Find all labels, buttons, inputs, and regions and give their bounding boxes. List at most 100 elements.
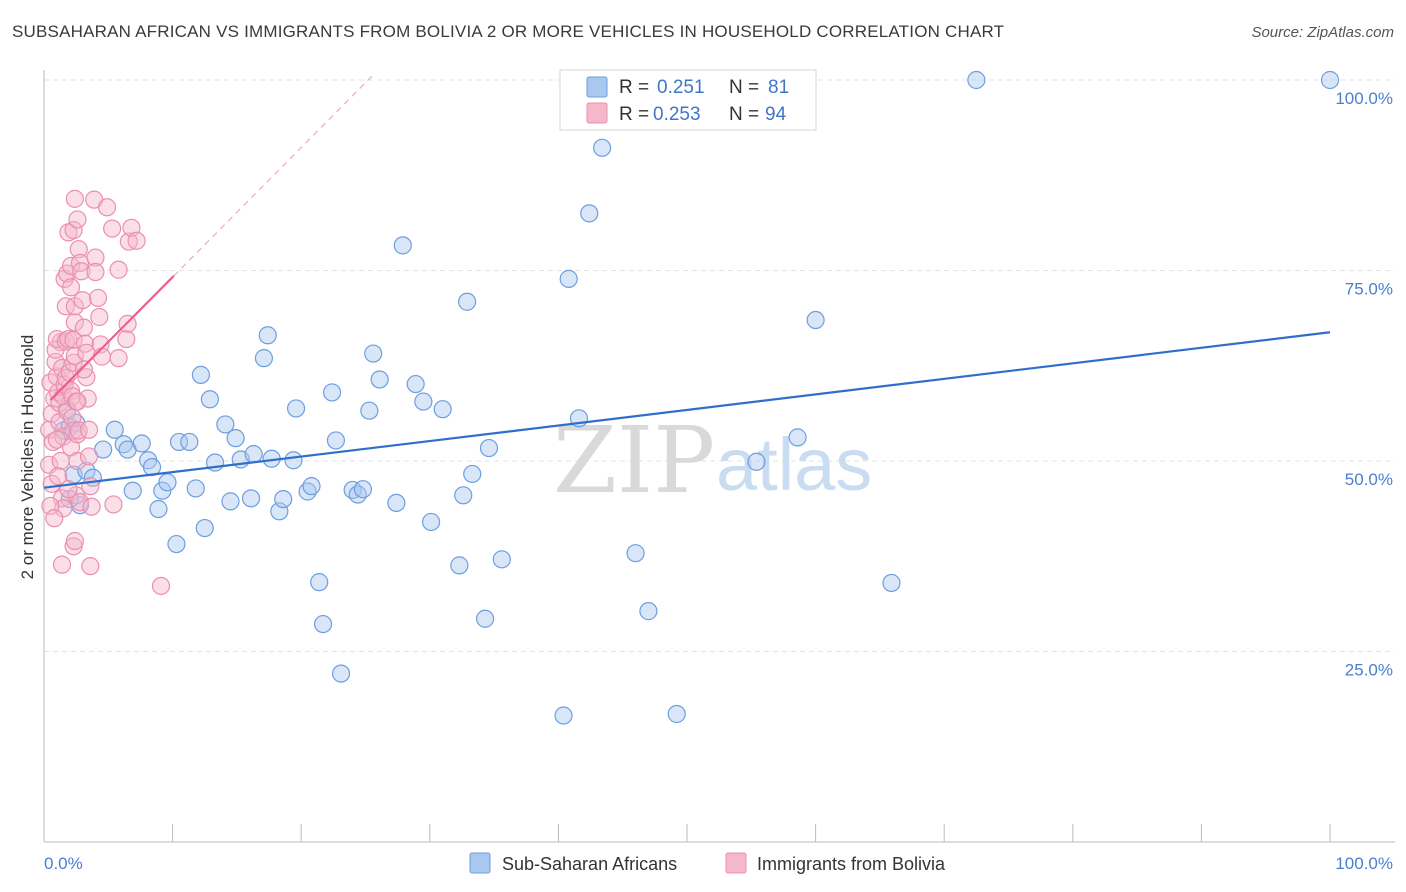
point-subsaharan (559, 269, 578, 288)
y-tick-label: 100.0% (1335, 89, 1393, 108)
point-subsaharan (77, 461, 96, 481)
point-subsaharan (200, 390, 219, 409)
point-subsaharan (463, 464, 482, 484)
point-subsaharan (554, 706, 573, 725)
point-subsaharan (348, 485, 367, 504)
grid-lines (44, 79, 1395, 652)
point-subsaharan (450, 556, 469, 575)
point-subsaharan (387, 493, 406, 513)
legend-n-value-pink: 94 (765, 104, 787, 125)
point-bolivia (49, 467, 68, 486)
x-tick-label-max: 100.0% (1335, 854, 1393, 873)
point-bolivia (64, 221, 83, 240)
point-bolivia (79, 447, 99, 466)
point-bolivia (76, 334, 95, 353)
point-subsaharan (433, 400, 452, 419)
legend-r-label-pink: R = (619, 104, 649, 125)
trend-line-subsaharan (43, 331, 1331, 489)
point-bolivia (103, 219, 122, 238)
point-bolivia (127, 231, 146, 250)
point-subsaharan (421, 512, 441, 532)
series-legend-swatch-pink (725, 852, 747, 874)
y-tick-labels: 25.0% 50.0% 75.0% 100.0% (1335, 89, 1393, 680)
legend-swatch-blue (586, 76, 608, 98)
y-tick-label: 50.0% (1345, 470, 1393, 489)
point-subsaharan (882, 573, 901, 593)
point-subsaharan (747, 452, 766, 471)
legend-r-value-pink: 0.253 (653, 104, 701, 125)
point-subsaharan (274, 490, 293, 509)
point-subsaharan (191, 365, 210, 384)
point-subsaharan (302, 477, 321, 496)
point-bolivia (88, 288, 108, 308)
trend-lines (43, 75, 1331, 489)
point-subsaharan (593, 138, 612, 157)
point-bolivia (81, 477, 100, 496)
series-legend-label-pink: Immigrants from Bolivia (757, 854, 946, 874)
point-subsaharan (167, 534, 186, 554)
point-subsaharan (169, 432, 189, 452)
point-bolivia (65, 189, 84, 208)
point-subsaharan (639, 602, 658, 621)
series-legend-swatch-blue (469, 852, 491, 874)
legend-r-value-blue: 0.251 (657, 77, 705, 98)
point-bolivia (104, 495, 123, 514)
point-bolivia (68, 451, 87, 471)
point-bolivia (65, 313, 84, 332)
point-subsaharan (479, 438, 499, 458)
point-subsaharan (310, 573, 329, 592)
point-bolivia (61, 278, 81, 297)
legend-n-label-blue: N = (729, 77, 759, 98)
point-subsaharan (326, 431, 346, 450)
point-subsaharan (353, 480, 373, 499)
point-subsaharan (806, 310, 825, 330)
point-bolivia (69, 421, 88, 440)
point-subsaharan (360, 401, 379, 420)
point-bolivia (68, 392, 87, 411)
point-subsaharan (393, 236, 412, 255)
point-subsaharan (406, 374, 425, 394)
y-tick-label: 75.0% (1345, 280, 1393, 299)
y-tick-label: 25.0% (1345, 661, 1393, 680)
point-subsaharan (788, 428, 807, 447)
point-bolivia (92, 347, 111, 366)
point-bolivia (65, 531, 84, 551)
point-bolivia (78, 389, 97, 408)
point-bolivia (90, 307, 109, 327)
point-subsaharan (667, 704, 686, 724)
point-bolivia (47, 430, 66, 449)
point-bolivia (74, 318, 93, 337)
point-bolivia (74, 360, 93, 379)
watermark: ZIP atlas (553, 407, 872, 514)
point-subsaharan (626, 544, 645, 563)
point-bolivia (56, 332, 75, 351)
point-subsaharan (492, 550, 511, 569)
watermark-atlas: atlas (716, 423, 872, 506)
point-subsaharan (105, 420, 124, 439)
point-subsaharan (475, 609, 495, 628)
point-subsaharan (286, 399, 306, 418)
point-subsaharan (180, 432, 199, 452)
series-bolivia-points (40, 189, 171, 596)
point-bolivia (109, 260, 128, 279)
point-subsaharan (580, 204, 599, 223)
point-subsaharan (123, 481, 142, 500)
point-bolivia (109, 349, 128, 368)
x-tick-label-min: 0.0% (44, 854, 83, 873)
point-subsaharan (331, 664, 351, 683)
point-bolivia (68, 210, 87, 229)
point-bolivia (86, 248, 105, 267)
point-bolivia (59, 329, 78, 349)
point-bolivia (119, 232, 138, 251)
point-subsaharan (364, 344, 383, 363)
point-subsaharan (322, 383, 342, 402)
point-bolivia (79, 420, 99, 439)
point-bolivia (45, 509, 64, 528)
x-ticks (172, 824, 1331, 842)
point-subsaharan (226, 429, 245, 448)
point-subsaharan (370, 370, 389, 389)
chart-title: SUBSAHARAN AFRICAN VS IMMIGRANTS FROM BO… (12, 22, 1005, 41)
point-subsaharan (186, 479, 205, 498)
point-bolivia (82, 497, 101, 516)
